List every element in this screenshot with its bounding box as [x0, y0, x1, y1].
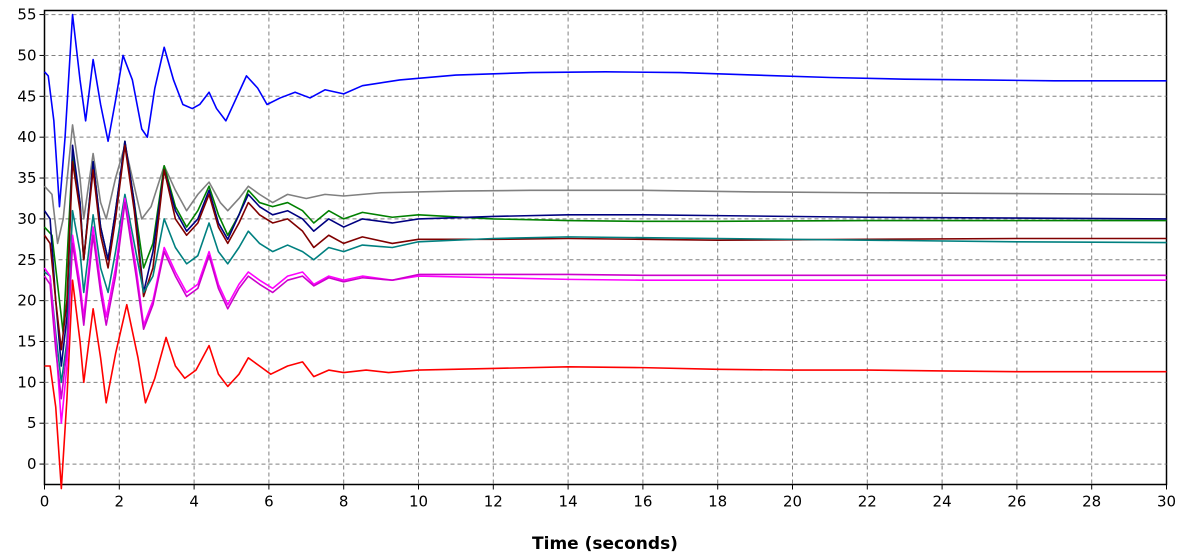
x-tick-label: 14: [559, 493, 578, 511]
y-tick-label: 20: [17, 292, 36, 310]
x-tick-label: 12: [484, 493, 503, 511]
y-tick-label: 0: [27, 455, 37, 473]
grid-layer: [44, 10, 1167, 485]
x-tick-label: 20: [783, 493, 802, 511]
x-tick-label: 4: [189, 493, 199, 511]
series-layer: [43, 13, 1167, 490]
x-tick-label: 18: [708, 493, 727, 511]
x-tick-label: 30: [1157, 493, 1176, 511]
x-tick-label: 0: [40, 493, 50, 511]
x-tick-label: 24: [933, 493, 952, 511]
x-axis-title: Time (seconds): [532, 534, 678, 554]
series-line-8: [43, 197, 1167, 425]
y-tick-label: 15: [17, 332, 36, 350]
x-tick-label: 28: [1082, 493, 1101, 511]
y-tick-label: 30: [17, 210, 36, 228]
series-line-3: [43, 124, 1167, 245]
y-tick-label: 50: [17, 46, 36, 64]
series-line-1: [43, 13, 1167, 208]
y-tick-label: 40: [17, 128, 36, 146]
tick-layer: 0 2 4 6 8 10 12 14 16 18 20 22 24 26 28 300510152025303…: [17, 6, 1176, 511]
x-tick-label: 2: [115, 493, 125, 511]
x-tick-label: 8: [339, 493, 349, 511]
x-tick-label: 22: [858, 493, 877, 511]
y-tick-label: 10: [17, 373, 36, 391]
x-tick-label: 10: [409, 493, 428, 511]
series-line-6: [43, 144, 1167, 351]
x-tick-label: 26: [1007, 493, 1026, 511]
y-tick-label: 45: [17, 87, 36, 105]
y-tick-label: 55: [17, 6, 36, 24]
series-line-2: [44, 279, 1167, 490]
y-tick-label: 35: [17, 169, 36, 187]
series-line-9: [43, 201, 1167, 400]
y-tick-label: 5: [27, 414, 37, 432]
x-tick-label: 6: [264, 493, 274, 511]
series-line-7: [44, 193, 1167, 384]
y-tick-label: 25: [17, 251, 36, 269]
x-tick-label: 16: [633, 493, 652, 511]
plot-area: [43, 9, 1168, 486]
